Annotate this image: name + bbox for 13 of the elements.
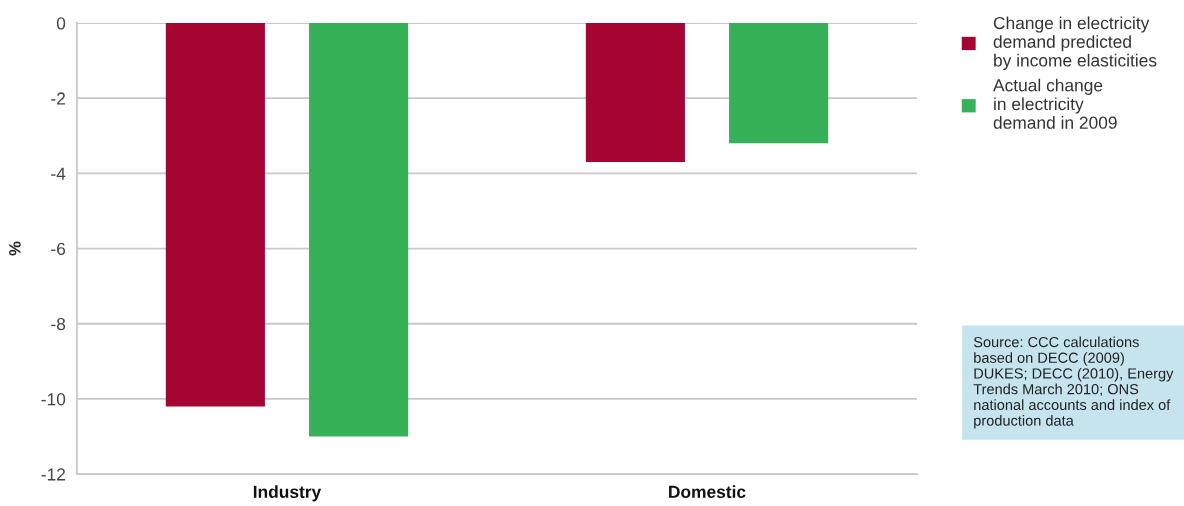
y-tick-label: -10 <box>41 393 66 406</box>
y-axis-title: % <box>9 241 21 256</box>
y-tick-label: -12 <box>41 468 65 481</box>
source-note: Source: CCC calculations based on DECC (2009) DUKES; DECC (2010), Energy Trends March 2010; ONS national accounts and index of production data <box>973 336 1174 429</box>
y-tick-label: 0 <box>56 17 66 30</box>
legend-label: Change in electricity demand predicted by income elasticities <box>993 16 1157 71</box>
y-tick-label: -2 <box>51 92 65 105</box>
x-tick-label: Domestic <box>669 485 746 498</box>
x-tick-label: Industry <box>253 485 322 502</box>
y-tick-label: -6 <box>51 242 66 256</box>
legend-label: Actual change in electricity demand in 2009 <box>993 78 1117 129</box>
y-tick-label: -8 <box>51 317 66 331</box>
y-tick-label: -4 <box>51 167 66 180</box>
